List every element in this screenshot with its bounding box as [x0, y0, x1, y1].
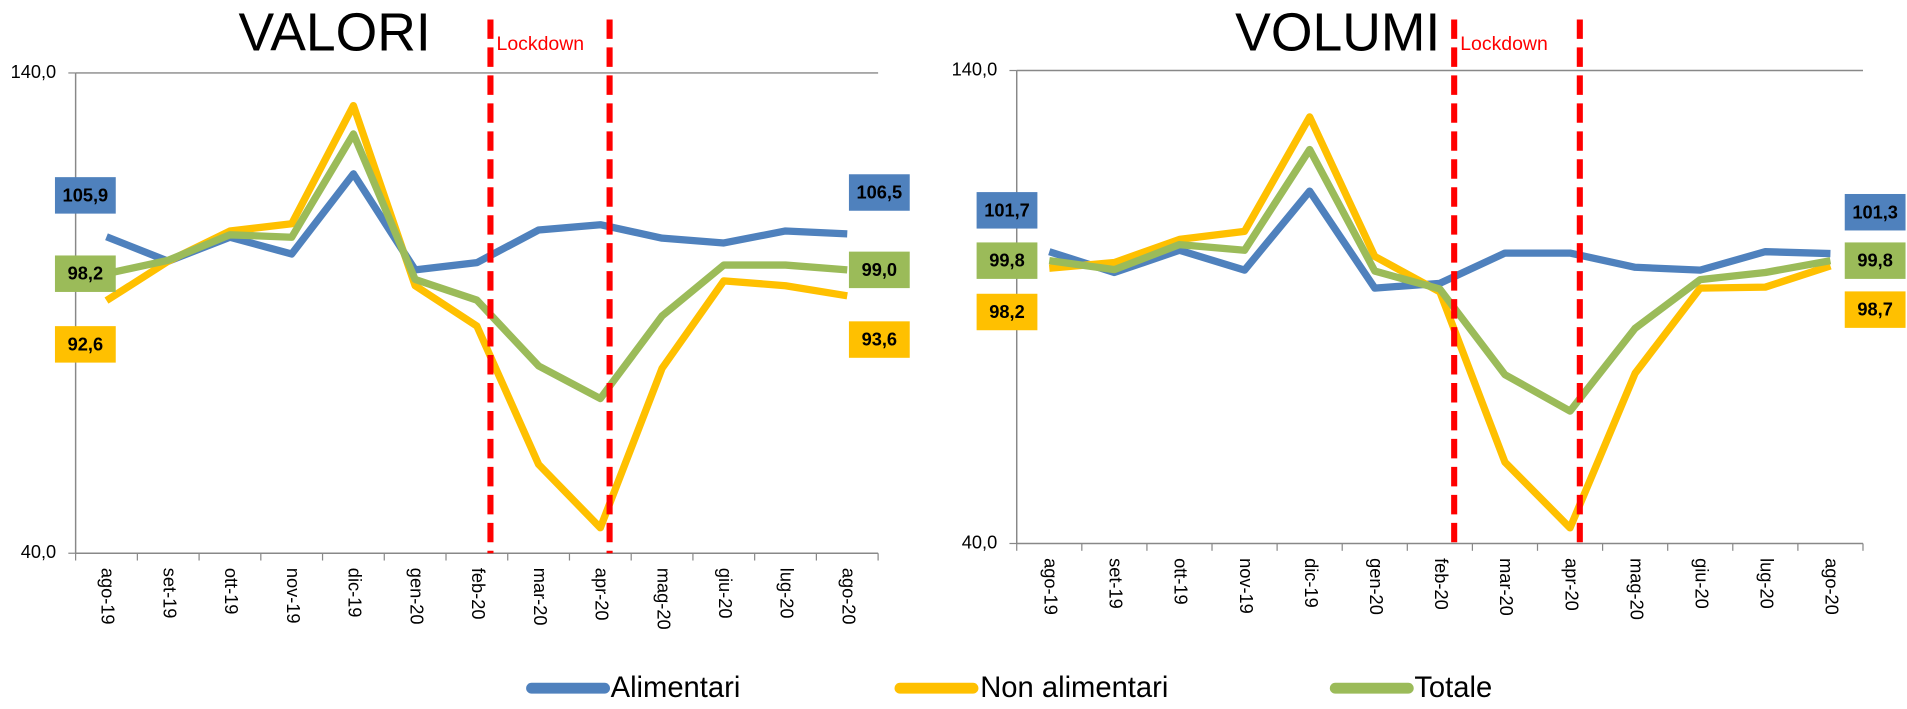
x-tick-label: apr-20: [1561, 558, 1582, 611]
x-tick-label: ago-20: [838, 568, 859, 625]
x-tick-label: mar-20: [530, 568, 551, 626]
x-tick-label: feb-20: [468, 568, 489, 620]
y-tick-label: 40,0: [21, 541, 56, 562]
value-label: 99,8: [989, 250, 1024, 271]
value-label-box: [976, 192, 1038, 229]
legend-label: Alimentari: [611, 672, 741, 704]
chart-title: VOLUMI: [1235, 4, 1440, 63]
x-tick-label: ago-20: [1822, 558, 1843, 615]
value-label: 98,2: [989, 301, 1024, 322]
value-label: 98,2: [68, 263, 103, 284]
value-label-box: [1844, 193, 1906, 231]
y-tick-label: 140,0: [11, 61, 57, 82]
value-label: 101,7: [984, 199, 1030, 220]
x-tick-label: feb-20: [1431, 558, 1452, 610]
x-tick-label: ott-19: [1171, 558, 1192, 605]
x-tick-label: mag-20: [1626, 558, 1647, 620]
x-tick-label: giu-20: [1691, 558, 1712, 609]
x-tick-label: ott-19: [221, 568, 242, 615]
legend-label: Non alimentari: [980, 672, 1168, 704]
x-tick-label: gen-20: [406, 568, 427, 625]
value-label: 92,6: [68, 333, 103, 354]
x-tick-label: set-19: [159, 568, 180, 619]
chart-title: VALORI: [239, 4, 431, 63]
legend-label: Totale: [1414, 672, 1492, 704]
value-label: 99,0: [862, 259, 897, 280]
value-label-box: [1844, 291, 1906, 328]
x-tick-label: dic-19: [1301, 558, 1322, 608]
x-tick-label: set-19: [1106, 558, 1127, 609]
value-label-box: [848, 251, 910, 289]
value-label: 106,5: [857, 182, 903, 203]
x-tick-label: nov-19: [283, 568, 304, 624]
value-label-box: [54, 326, 116, 363]
value-label-box: [848, 321, 910, 358]
x-tick-label: lug-20: [1757, 558, 1778, 609]
value-label-box: [54, 177, 116, 214]
value-label-box: [976, 242, 1038, 279]
annotation: Lockdown: [497, 33, 585, 55]
value-label-box: [976, 293, 1038, 331]
x-tick-label: nov-19: [1236, 558, 1257, 614]
x-tick-label: lug-20: [777, 568, 798, 619]
value-label-box: [54, 255, 116, 292]
x-tick-label: ago-19: [98, 568, 119, 625]
value-label-box: [848, 174, 910, 211]
series-line: [105, 130, 848, 403]
series-line: [105, 170, 848, 274]
x-tick-label: dic-19: [345, 568, 366, 618]
y-tick-label: 40,0: [962, 531, 997, 552]
value-label: 93,6: [862, 329, 897, 350]
value-label: 98,7: [1857, 299, 1892, 320]
value-label-box: [1844, 242, 1906, 279]
series-line: [1048, 113, 1832, 532]
x-tick-label: mag-20: [653, 568, 674, 630]
annotation: Lockdown: [1460, 33, 1548, 55]
value-label: 101,3: [1852, 201, 1898, 222]
series-line: [1048, 145, 1832, 415]
y-tick-label: 140,0: [952, 58, 998, 79]
series-line: [104, 101, 848, 532]
x-tick-label: giu-20: [715, 568, 736, 619]
x-tick-label: apr-20: [592, 568, 613, 621]
x-tick-label: ago-19: [1040, 558, 1061, 615]
x-tick-label: mar-20: [1496, 558, 1517, 616]
series-line: [1048, 187, 1831, 292]
x-tick-label: gen-20: [1366, 558, 1387, 615]
value-label: 105,9: [63, 184, 109, 205]
value-label: 99,8: [1857, 250, 1892, 271]
